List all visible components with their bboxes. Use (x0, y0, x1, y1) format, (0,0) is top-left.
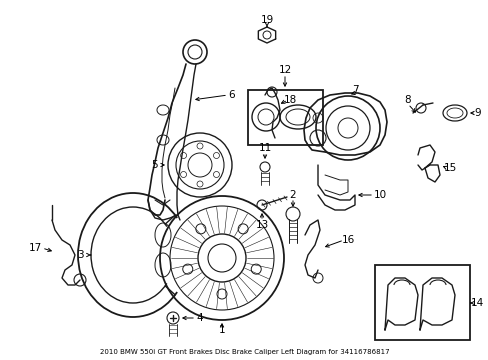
Bar (247, 90, 323, 145)
Text: 2: 2 (289, 190, 296, 200)
Text: 14: 14 (469, 298, 483, 308)
Text: 12: 12 (278, 65, 291, 75)
Text: 2010 BMW 550i GT Front Brakes Disc Brake Caliper Left Diagram for 34116786817: 2010 BMW 550i GT Front Brakes Disc Brake… (100, 349, 388, 355)
Text: 17: 17 (28, 243, 41, 253)
Text: 10: 10 (373, 190, 386, 200)
Text: 13: 13 (255, 220, 268, 230)
Text: 1: 1 (218, 325, 225, 335)
Text: 16: 16 (341, 235, 354, 245)
Text: 11: 11 (258, 143, 271, 153)
Text: 7: 7 (351, 85, 358, 95)
Text: 18: 18 (283, 95, 296, 105)
Text: 8: 8 (404, 95, 410, 105)
Text: 9: 9 (474, 108, 480, 118)
Text: 4: 4 (196, 313, 203, 323)
Text: 5: 5 (151, 160, 158, 170)
Bar (374, 265, 469, 340)
Text: 6: 6 (228, 90, 235, 100)
Text: 3: 3 (77, 250, 83, 260)
Text: 19: 19 (260, 15, 273, 25)
Text: 15: 15 (443, 163, 456, 173)
